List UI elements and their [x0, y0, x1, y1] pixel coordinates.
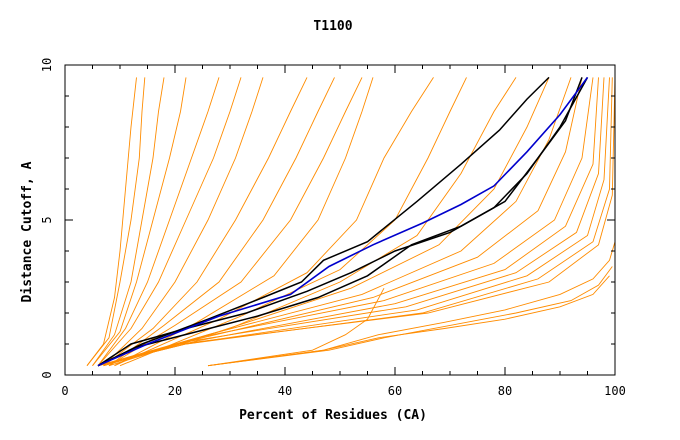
x-tick-label: 0 [61, 384, 68, 398]
x-axis-label: Percent of Residues (CA) [239, 408, 427, 423]
model-line [103, 77, 583, 367]
model-line [86, 77, 146, 366]
model-line [114, 77, 374, 367]
x-tick-label: 80 [498, 384, 512, 398]
y-axis-ticks: 0 5 10 [40, 58, 615, 379]
highlight-line [97, 76, 589, 367]
model-line [92, 77, 165, 366]
model-line [86, 77, 137, 366]
model-line [207, 241, 616, 367]
model-line [103, 77, 308, 367]
model-line [97, 77, 220, 366]
model-line [92, 77, 187, 366]
model-line [207, 266, 613, 367]
model-line [108, 77, 517, 367]
model-line [103, 77, 264, 367]
x-axis-ticks: 0 20 40 60 80 100 [61, 65, 626, 398]
x-tick-label: 60 [388, 384, 402, 398]
model-line [97, 77, 242, 366]
chart-title: T1100 [313, 19, 352, 34]
model-line [103, 77, 572, 367]
x-tick-label: 40 [278, 384, 292, 398]
y-axis-label: Distance Cutoff, A [20, 161, 35, 302]
model-line [207, 287, 385, 367]
x-tick-label: 20 [168, 384, 182, 398]
background-model-lines [86, 77, 616, 367]
model-line [97, 77, 605, 367]
reference-line [97, 76, 550, 367]
reference-lines [97, 76, 589, 367]
y-tick-label: 5 [40, 216, 54, 223]
plot-frame [64, 64, 616, 376]
model-line [97, 77, 616, 367]
model-line [97, 77, 613, 367]
y-tick-label: 0 [40, 371, 54, 378]
model-line [108, 77, 363, 367]
model-line [97, 77, 594, 367]
y-tick-label: 10 [40, 58, 54, 72]
model-line [97, 77, 599, 367]
x-tick-label: 100 [604, 384, 626, 398]
reference-line [97, 77, 583, 367]
model-line [108, 77, 335, 367]
reference-line [97, 77, 589, 367]
model-line [207, 275, 610, 367]
model-line [114, 77, 434, 367]
highlight-lines [97, 76, 589, 367]
